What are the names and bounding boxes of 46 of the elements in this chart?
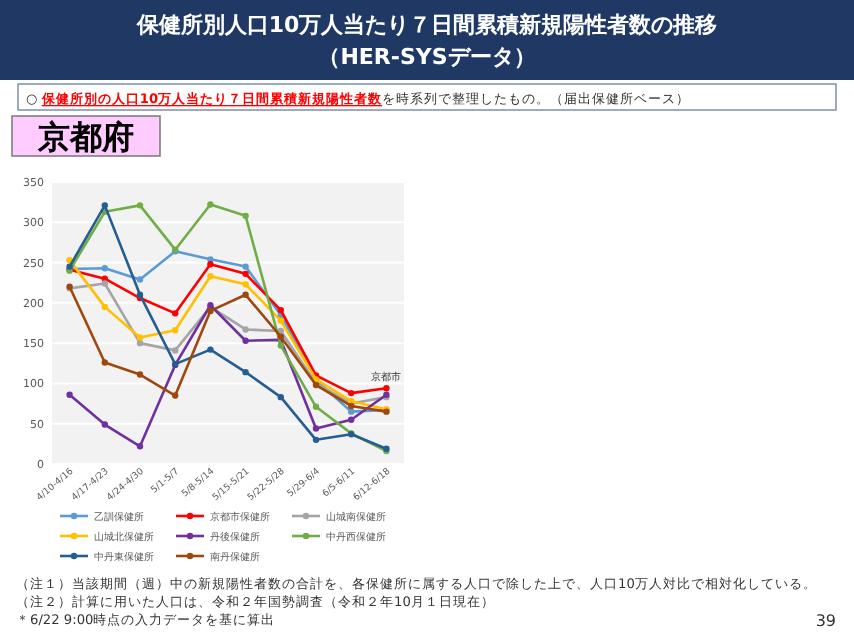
- point: [242, 212, 249, 220]
- point: [277, 327, 284, 335]
- point: [207, 260, 214, 268]
- point: [136, 202, 144, 209]
- point: [242, 337, 249, 344]
- point: [312, 436, 320, 444]
- point: [207, 273, 214, 280]
- point: [242, 326, 249, 333]
- point: [207, 346, 214, 353]
- point: [242, 368, 249, 376]
- point: [136, 334, 144, 341]
- point: [277, 306, 284, 314]
- point: [242, 291, 249, 298]
- point: [172, 327, 179, 334]
- point: [101, 359, 108, 366]
- point: [172, 392, 179, 399]
- point: [101, 421, 108, 428]
- point: [136, 371, 144, 378]
- point: [348, 416, 355, 423]
- point: [277, 317, 284, 324]
- point: [242, 270, 249, 278]
- chart-subtitle: （HER-SYSデータ）: [318, 44, 536, 70]
- point: [136, 443, 144, 450]
- point: [207, 201, 214, 208]
- point: [242, 281, 249, 288]
- text: 39: [815, 612, 836, 630]
- point: [277, 342, 284, 349]
- point: [348, 408, 355, 415]
- point: [101, 265, 108, 272]
- line-series: [66, 302, 390, 450]
- point: [101, 280, 108, 287]
- point: [101, 202, 108, 209]
- text: 京都府: [36, 118, 134, 156]
- point: [312, 425, 320, 432]
- point: [172, 347, 179, 354]
- point: [66, 391, 73, 398]
- point: [136, 276, 144, 283]
- point: [172, 310, 179, 317]
- point: [101, 303, 108, 311]
- chart-title: 保健所別人口10万人当たり７日間累積新規陽性者数の推移: [134, 12, 718, 38]
- point: [312, 403, 320, 410]
- point: [277, 393, 284, 401]
- point: [383, 385, 390, 392]
- point: [242, 263, 249, 270]
- point: [136, 339, 144, 347]
- point: [348, 389, 355, 397]
